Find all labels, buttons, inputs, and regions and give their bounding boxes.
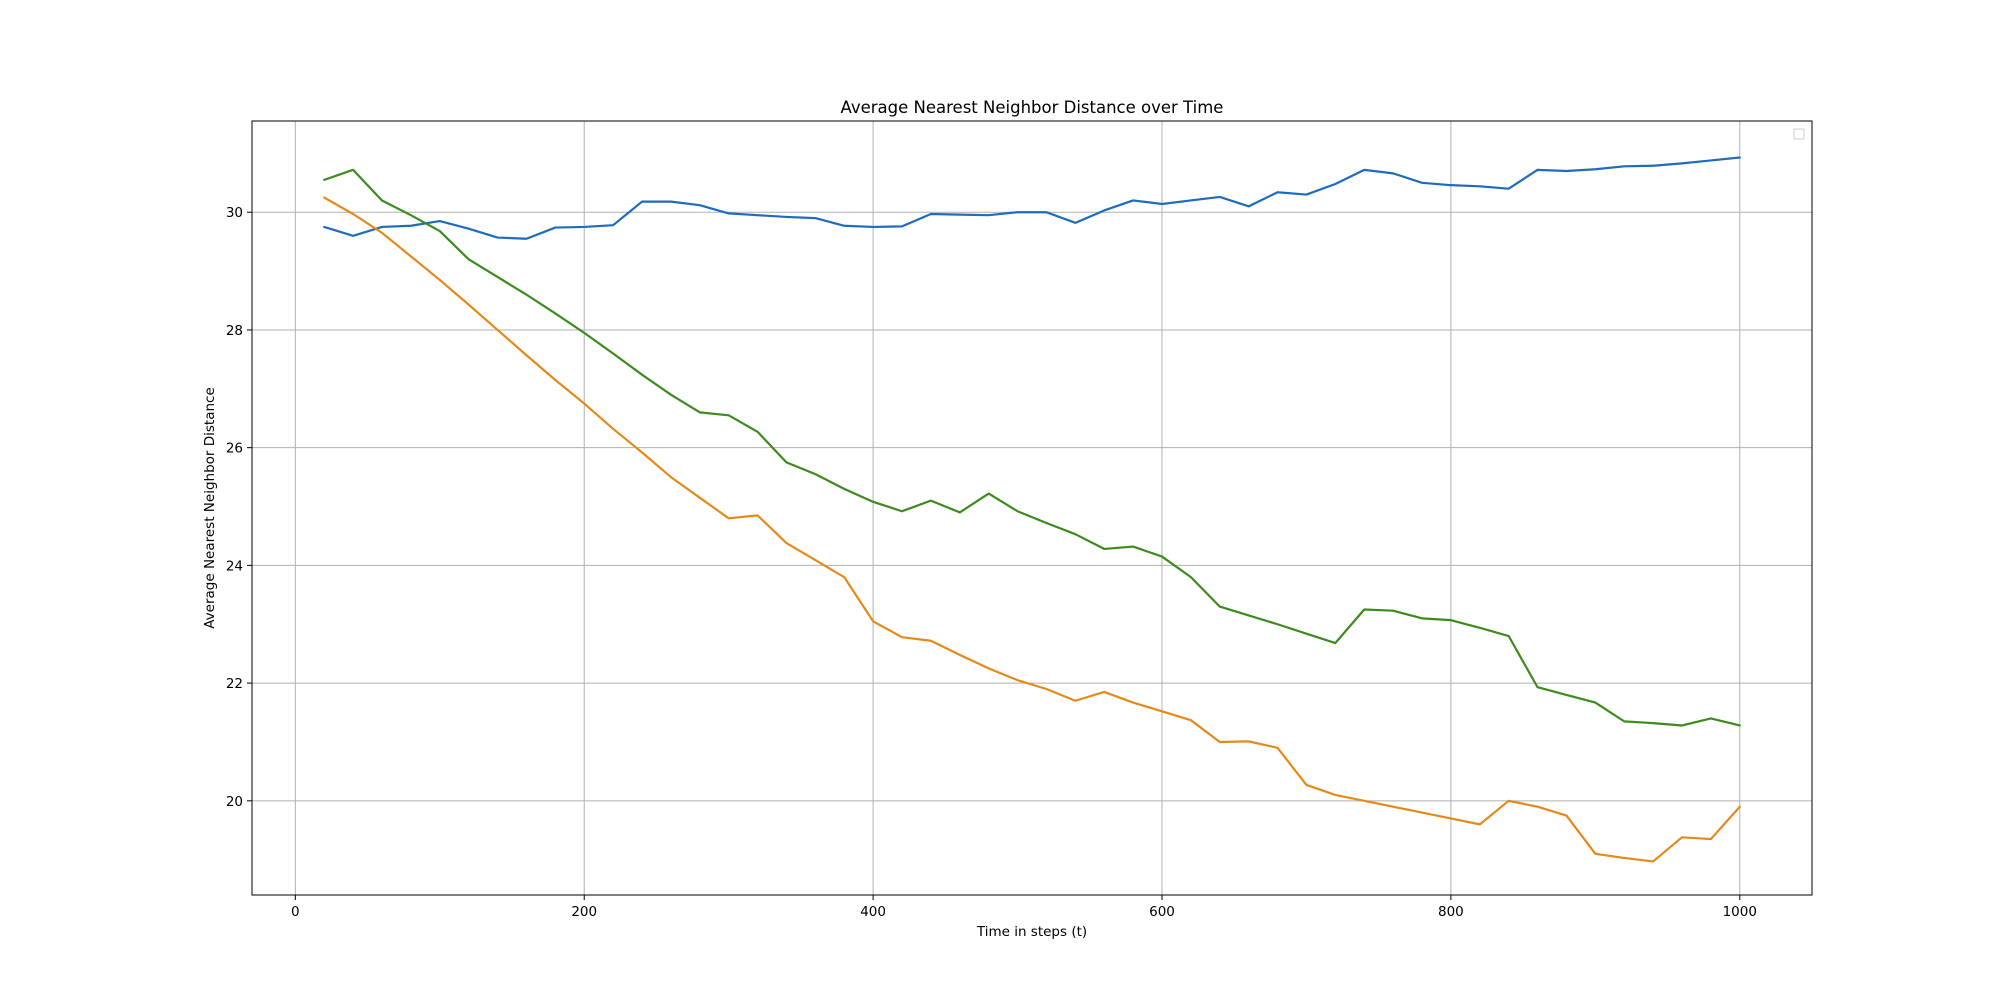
series-lines xyxy=(323,156,1741,863)
grid-lines xyxy=(252,121,1812,895)
y-tick-label: 22 xyxy=(226,676,243,692)
x-tick-label: 1000 xyxy=(1723,904,1757,920)
x-tick-label: 600 xyxy=(1149,904,1175,920)
axis-ticks: 0 200 400 600 800 1000 20 22 24 26 28 30 xyxy=(226,205,1757,920)
y-tick-label: 30 xyxy=(226,205,243,221)
series-line-3 xyxy=(323,168,1741,727)
x-tick-label: 400 xyxy=(860,904,886,920)
y-tick-label: 28 xyxy=(226,323,243,339)
y-axis-label: Average Nearest Neighbor Distance xyxy=(202,387,218,629)
x-tick-label: 200 xyxy=(571,904,597,920)
x-tick-label: 800 xyxy=(1438,904,1464,920)
y-tick-label: 20 xyxy=(226,794,243,810)
y-tick-label: 24 xyxy=(226,558,243,574)
chart-title: Average Nearest Neighbor Distance over T… xyxy=(841,98,1224,117)
x-tick-label: 0 xyxy=(291,904,300,920)
x-axis-label: Time in steps (t) xyxy=(976,924,1087,940)
y-tick-label: 26 xyxy=(226,441,243,457)
legend-box xyxy=(1793,128,1805,140)
series-line-1 xyxy=(323,156,1741,240)
series-line-2 xyxy=(323,196,1741,863)
plot-frame xyxy=(251,120,1813,896)
